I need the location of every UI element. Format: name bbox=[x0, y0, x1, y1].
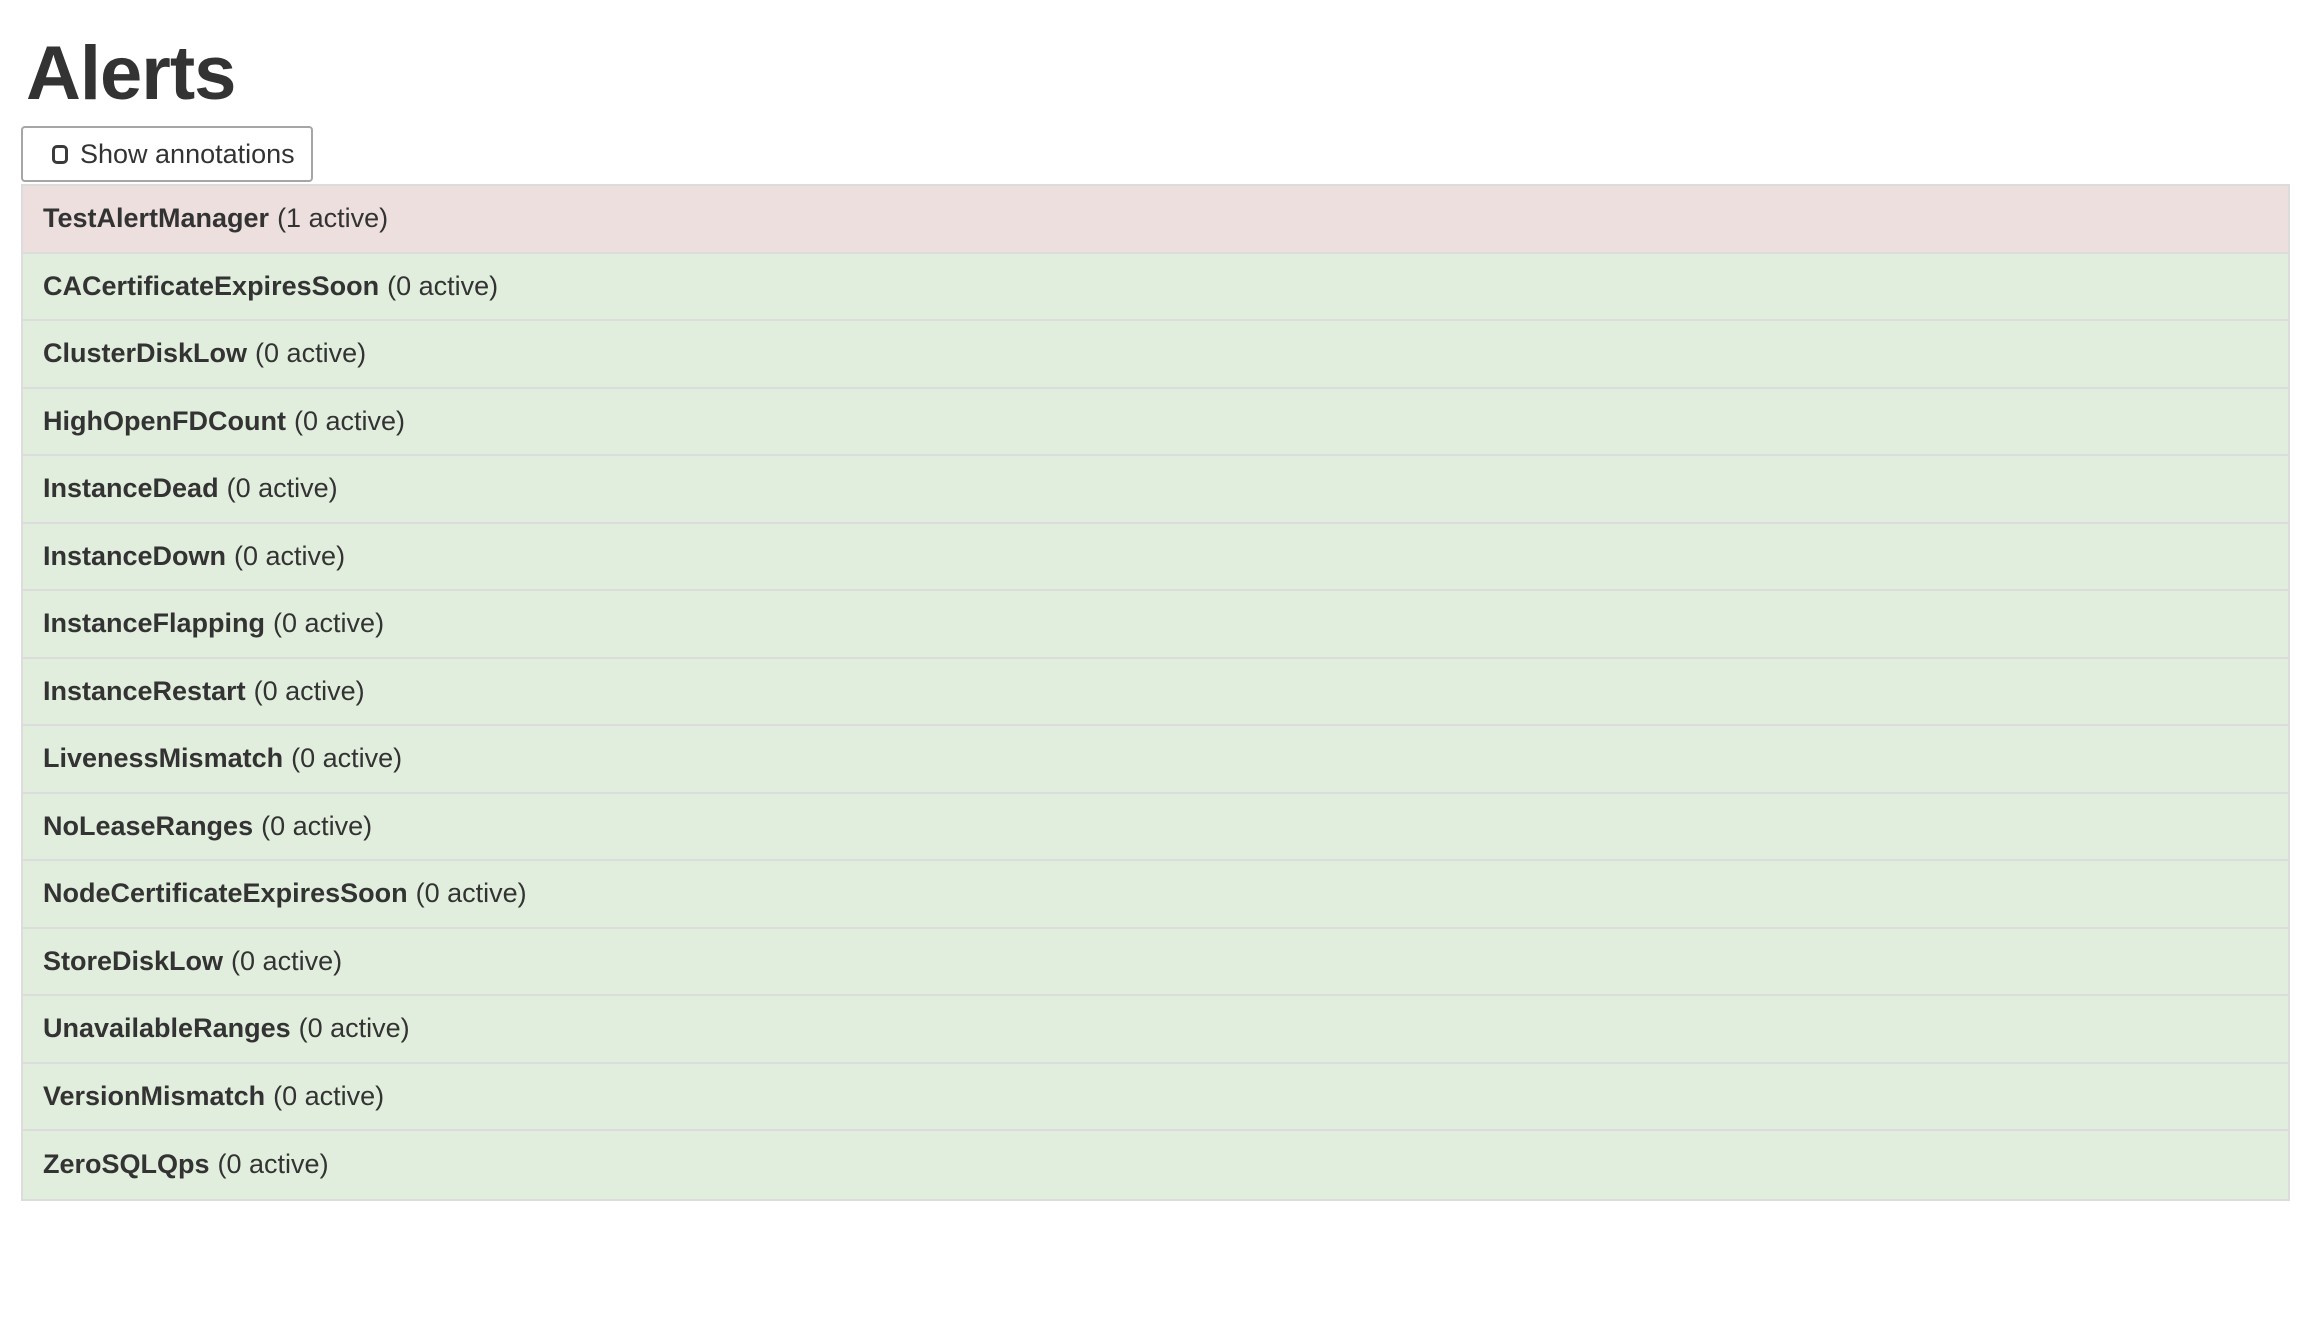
show-annotations-button[interactable]: Show annotations bbox=[21, 126, 313, 182]
alert-count: (1 active) bbox=[277, 203, 389, 234]
alert-name: NoLeaseRanges bbox=[43, 810, 254, 841]
alert-name: HighOpenFDCount bbox=[43, 405, 286, 436]
alert-row[interactable]: InstanceDead (0 active) bbox=[23, 456, 2288, 524]
alert-name: InstanceDead bbox=[43, 473, 219, 504]
alert-row[interactable]: InstanceDown (0 active) bbox=[23, 523, 2288, 591]
alert-row[interactable]: NodeCertificateExpiresSoon (0 active) bbox=[23, 861, 2288, 929]
alerts-list: TestAlertManager (1 active) CACertificat… bbox=[21, 184, 2290, 1201]
alert-count: (0 active) bbox=[293, 405, 405, 436]
alert-count: (0 active) bbox=[273, 608, 385, 639]
alert-count: (0 active) bbox=[253, 675, 365, 706]
alert-row[interactable]: StoreDiskLow (0 active) bbox=[23, 928, 2288, 996]
alert-count: (0 active) bbox=[226, 473, 338, 504]
alert-count: (0 active) bbox=[255, 338, 367, 369]
alert-count: (0 active) bbox=[415, 878, 527, 909]
alert-row[interactable]: UnavailableRanges (0 active) bbox=[23, 996, 2288, 1064]
alert-row[interactable]: LivenessMismatch (0 active) bbox=[23, 726, 2288, 794]
alert-name: InstanceFlapping bbox=[43, 608, 266, 639]
alert-row[interactable]: CACertificateExpiresSoon (0 active) bbox=[23, 253, 2288, 321]
alert-row[interactable]: InstanceFlapping (0 active) bbox=[23, 591, 2288, 659]
alert-row[interactable]: HighOpenFDCount (0 active) bbox=[23, 388, 2288, 456]
checkbox-icon bbox=[52, 144, 68, 164]
alert-name: VersionMismatch bbox=[43, 1080, 266, 1111]
alert-row[interactable]: TestAlertManager (1 active) bbox=[23, 186, 2288, 254]
alert-name: LivenessMismatch bbox=[43, 743, 284, 774]
alert-count: (0 active) bbox=[387, 270, 499, 301]
alert-count: (0 active) bbox=[231, 945, 343, 976]
alert-count: (0 active) bbox=[273, 1080, 385, 1111]
alert-count: (0 active) bbox=[217, 1149, 329, 1180]
alert-name: NodeCertificateExpiresSoon bbox=[43, 878, 408, 909]
alert-row[interactable]: NoLeaseRanges (0 active) bbox=[23, 793, 2288, 861]
alert-count: (0 active) bbox=[291, 743, 403, 774]
alert-row[interactable]: ClusterDiskLow (0 active) bbox=[23, 321, 2288, 389]
show-annotations-label: Show annotations bbox=[80, 138, 295, 169]
alert-name: ClusterDiskLow bbox=[43, 338, 248, 369]
alert-name: InstanceRestart bbox=[43, 675, 246, 706]
alert-name: InstanceDown bbox=[43, 540, 227, 571]
alert-row[interactable]: InstanceRestart (0 active) bbox=[23, 658, 2288, 726]
alert-row[interactable]: ZeroSQLQps (0 active) bbox=[23, 1131, 2288, 1199]
alert-count: (0 active) bbox=[261, 810, 373, 841]
alert-count: (0 active) bbox=[298, 1013, 410, 1044]
alert-row[interactable]: VersionMismatch (0 active) bbox=[23, 1063, 2288, 1131]
page-title: Alerts bbox=[26, 31, 236, 116]
alert-name: CACertificateExpiresSoon bbox=[43, 270, 380, 301]
alert-name: StoreDiskLow bbox=[43, 945, 224, 976]
alert-name: TestAlertManager bbox=[43, 203, 270, 234]
alert-count: (0 active) bbox=[234, 540, 346, 571]
alert-name: ZeroSQLQps bbox=[43, 1149, 210, 1180]
alert-name: UnavailableRanges bbox=[43, 1013, 291, 1044]
